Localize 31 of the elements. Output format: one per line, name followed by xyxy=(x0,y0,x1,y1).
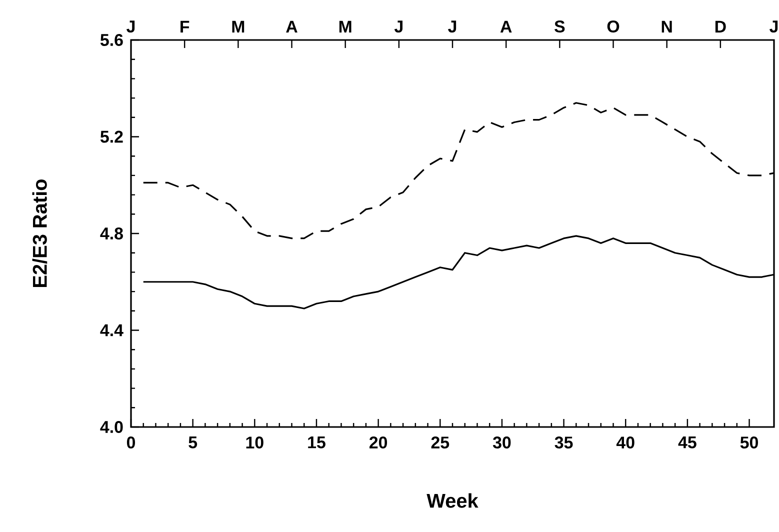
text: M xyxy=(232,20,244,32)
x-tick-label: 15 xyxy=(308,436,326,448)
text: J xyxy=(770,20,778,32)
x-tick-label: 25 xyxy=(431,436,450,449)
x-tick-label: 40 xyxy=(616,436,634,449)
text: A xyxy=(286,20,298,32)
x-tick-label: 35 xyxy=(554,436,573,449)
text: D xyxy=(715,20,726,32)
y-tick-label: 4.4 xyxy=(100,324,124,336)
text: A xyxy=(500,20,512,32)
y-tick-label: 4.0 xyxy=(100,421,123,433)
x-axis-title: Week xyxy=(426,493,478,508)
text: J xyxy=(126,20,135,32)
y-tick-label: 5.2 xyxy=(100,130,123,143)
x-tick-label: 5 xyxy=(188,436,198,448)
x-tick-label: 10 xyxy=(246,436,264,449)
x-tick-label: 0 xyxy=(126,436,136,449)
text: S xyxy=(554,20,565,32)
text: J xyxy=(448,20,456,32)
y-axis-title: E2/E3 Ratio xyxy=(32,179,48,287)
y-tick-label: 5.6 xyxy=(100,34,123,46)
text: O xyxy=(607,20,620,32)
text: M xyxy=(339,20,352,32)
x-tick-label: 50 xyxy=(740,436,758,449)
text: J xyxy=(394,20,402,32)
y-tick-label: 4.8 xyxy=(100,228,123,240)
x-tick-label: 45 xyxy=(678,436,696,448)
text: N xyxy=(662,20,672,32)
x-tick-label: 20 xyxy=(369,436,388,449)
text: F xyxy=(180,20,190,32)
x-tick-label: 30 xyxy=(492,436,511,449)
